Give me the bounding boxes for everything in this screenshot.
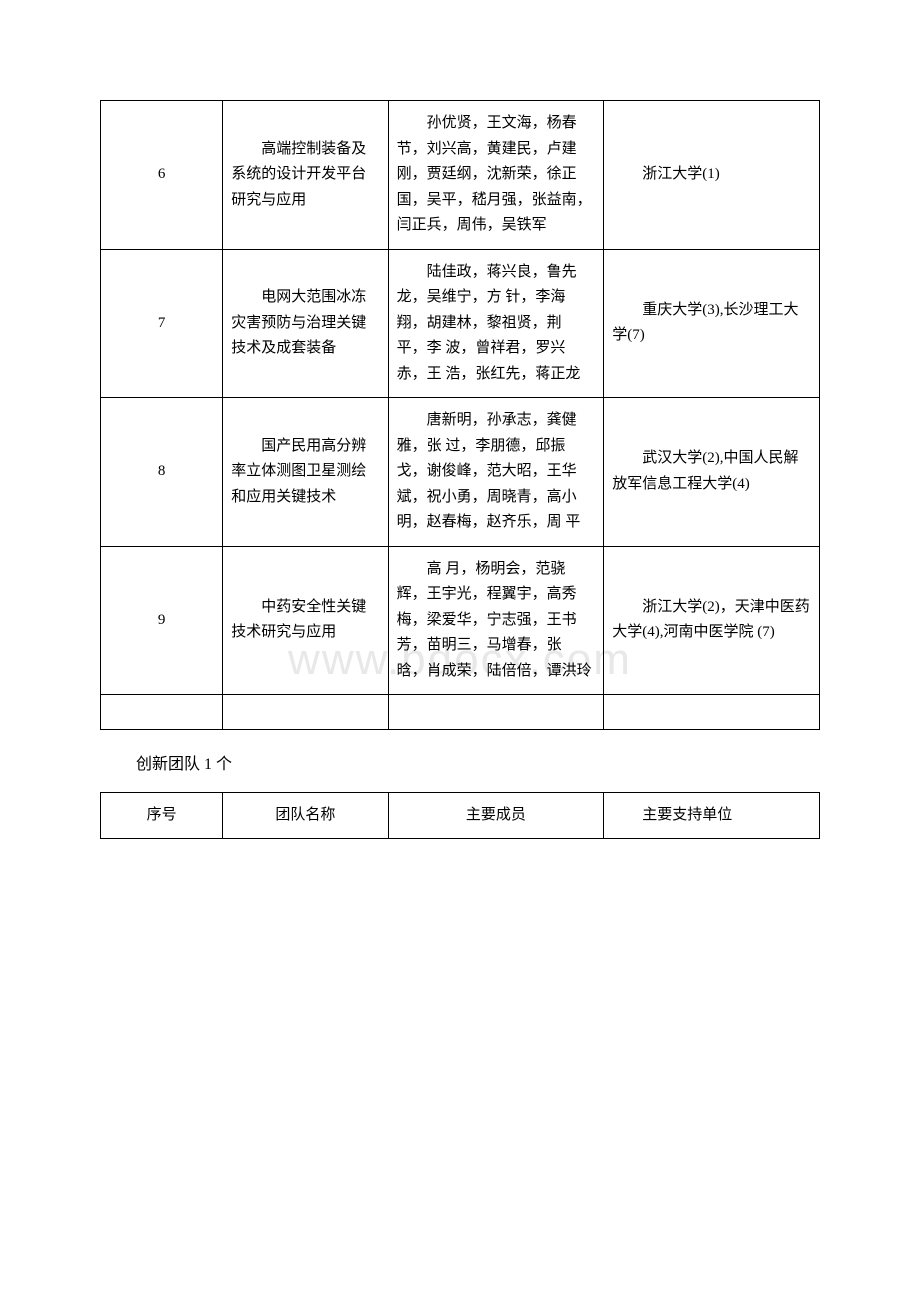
cell-members: 高 月，杨明会，范骁辉，王宇光，程翼宇，高秀梅，梁爱华，宁志强，王书芳，苗明三，… [388,546,604,695]
cell-unit: 武汉大学(2),中国人民解放军信息工程大学(4) [604,398,820,547]
team-header-table: 序号 团队名称 主要成员 主要支持单位 [100,792,820,840]
header-name: 团队名称 [223,792,388,839]
header-unit: 主要支持单位 [604,792,820,839]
cell-project-name: 中药安全性关键技术研究与应用 [223,546,388,695]
cell-num: 6 [101,101,223,250]
cell-unit: 浙江大学(1) [604,101,820,250]
table-row: 6高端控制装备及系统的设计开发平台研究与应用孙优贤，王文海，杨春节，刘兴高，黄建… [101,101,820,250]
cell-num: 8 [101,398,223,547]
empty-cell [101,695,223,730]
cell-members: 孙优贤，王文海，杨春节，刘兴高，黄建民，卢建刚，贾廷纲，沈新荣，徐正国，吴平，嵇… [388,101,604,250]
header-num: 序号 [101,792,223,839]
table-row [101,695,820,730]
cell-num: 9 [101,546,223,695]
cell-project-name: 国产民用高分辨率立体测图卫星测绘和应用关键技术 [223,398,388,547]
table-row: 9中药安全性关键技术研究与应用高 月，杨明会，范骁辉，王宇光，程翼宇，高秀梅，梁… [101,546,820,695]
cell-unit: 浙江大学(2)，天津中医药大学(4),河南中医学院 (7) [604,546,820,695]
cell-members: 陆佳政，蒋兴良，鲁先龙，吴维宁，方 针，李海翔，胡建林，黎祖贤，荆 平，李 波，… [388,249,604,398]
cell-project-name: 电网大范围冰冻灾害预防与治理关键技术及成套装备 [223,249,388,398]
cell-num: 7 [101,249,223,398]
main-data-table: 6高端控制装备及系统的设计开发平台研究与应用孙优贤，王文海，杨春节，刘兴高，黄建… [100,100,820,730]
empty-cell [388,695,604,730]
header-members: 主要成员 [388,792,604,839]
section-title: 创新团队 1 个 [136,750,820,774]
empty-cell [604,695,820,730]
cell-members: 唐新明，孙承志，龚健雅，张 过，李朋德，邱振戈，谢俊峰，范大昭，王华斌，祝小勇，… [388,398,604,547]
table-row: 7电网大范围冰冻灾害预防与治理关键技术及成套装备陆佳政，蒋兴良，鲁先龙，吴维宁，… [101,249,820,398]
table-header-row: 序号 团队名称 主要成员 主要支持单位 [101,792,820,839]
empty-cell [223,695,388,730]
table-row: 8国产民用高分辨率立体测图卫星测绘和应用关键技术唐新明，孙承志，龚健雅，张 过，… [101,398,820,547]
cell-unit: 重庆大学(3),长沙理工大学(7) [604,249,820,398]
cell-project-name: 高端控制装备及系统的设计开发平台研究与应用 [223,101,388,250]
